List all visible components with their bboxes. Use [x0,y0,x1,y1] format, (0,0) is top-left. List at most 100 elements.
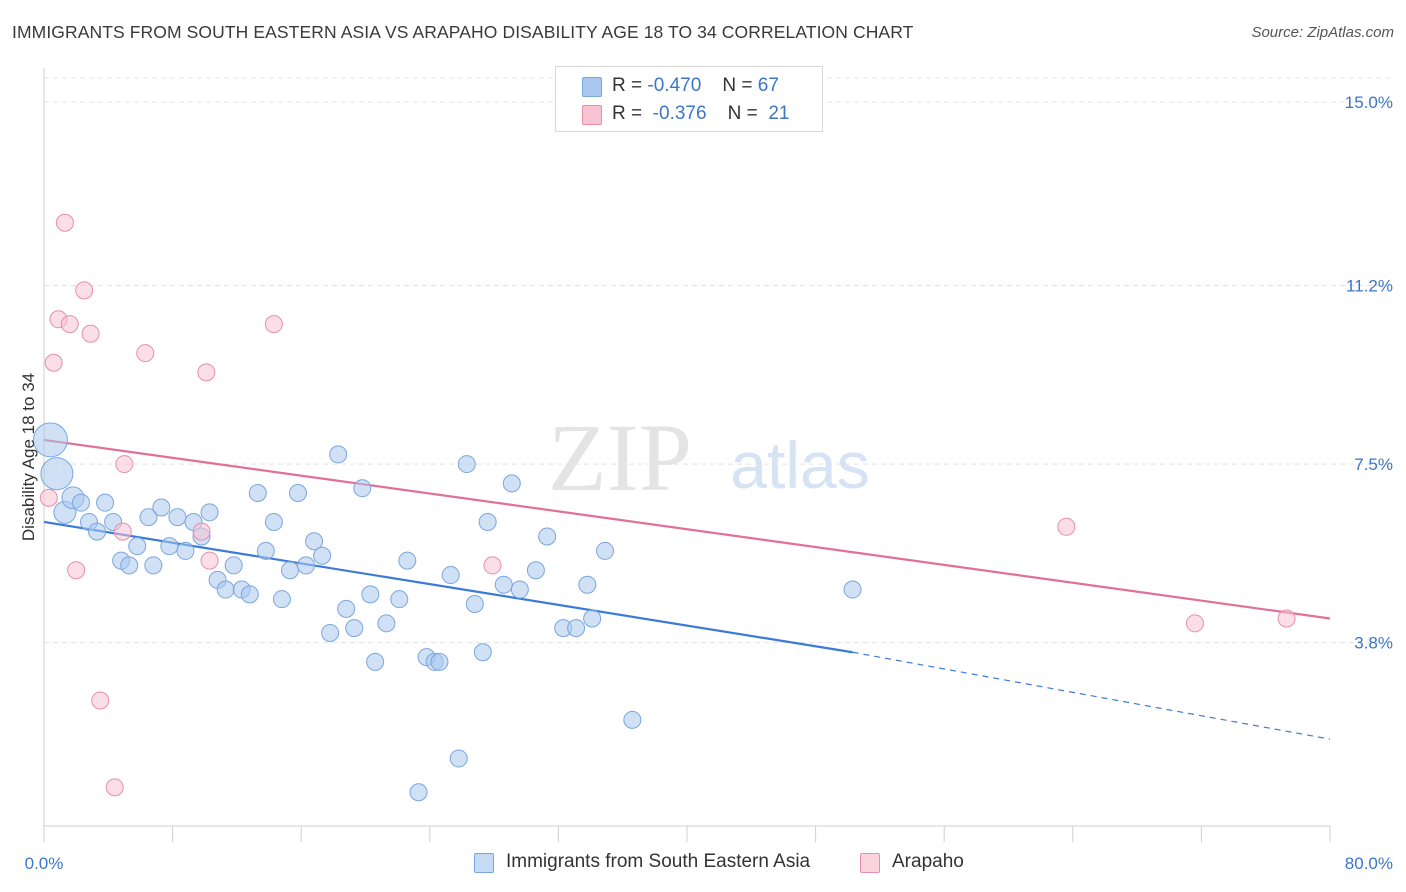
point-arapaho [39,488,58,507]
point-immigrants [366,652,385,671]
y-tick-label: 3.8% [1354,634,1393,653]
point-immigrants [409,783,428,802]
point-arapaho [264,315,283,334]
data-points [32,213,1296,802]
point-arapaho [60,315,79,334]
correlation-legend: R = -0.470 N = 67 R = -0.376 N = 21 [555,66,823,132]
point-immigrants [457,455,476,474]
point-immigrants [345,619,364,638]
gridlines [44,77,1392,644]
point-arapaho [115,455,134,474]
point-immigrants [139,508,158,527]
point-immigrants [168,508,187,527]
point-immigrants [297,556,316,575]
point-immigrants [280,561,299,580]
point-immigrants [473,643,492,662]
legend-r-label: R = [612,103,643,124]
point-immigrants [353,479,372,498]
point-immigrants [510,580,529,599]
point-immigrants [390,590,409,609]
legend-n-value: 21 [768,103,790,124]
point-immigrants [240,585,259,604]
trend-line-arapaho [43,438,1331,620]
x-tick-label: 0.0% [25,854,64,873]
point-arapaho [483,556,502,575]
legend-swatch-blue [582,77,602,97]
point-immigrants [502,474,521,493]
point-arapaho [105,778,124,797]
point-immigrants [152,498,171,517]
point-immigrants [449,749,468,768]
point-immigrants [288,484,307,503]
point-arapaho [75,281,94,300]
legend-label: Immigrants from South Eastern Asia [506,851,811,872]
point-arapaho [1185,614,1204,633]
legend-n-value: 67 [757,75,779,96]
point-immigrants [32,422,68,458]
point-arapaho [1277,609,1296,628]
point-arapaho [55,213,74,232]
point-immigrants [128,537,147,556]
point-immigrants [256,541,275,560]
point-immigrants [494,575,513,594]
point-arapaho [44,353,63,372]
point-immigrants [567,619,586,638]
point-immigrants [430,652,449,671]
point-arapaho [113,522,132,541]
point-immigrants [160,537,179,556]
point-immigrants [224,556,243,575]
trend-line-immigrants-extension [852,651,1331,740]
y-tick-label: 11.2% [1346,277,1393,296]
point-immigrants [321,623,340,642]
watermark-zip: ZIP [548,404,692,511]
point-immigrants [120,556,139,575]
point-immigrants [88,522,107,541]
point-arapaho [81,324,100,343]
point-immigrants [200,503,219,522]
point-immigrants [40,457,74,491]
point-immigrants [216,580,235,599]
legend-r-label: R = [612,75,643,96]
point-immigrants [398,551,417,570]
point-immigrants [329,445,348,464]
legend-n-label: N = [722,75,753,96]
point-immigrants [596,541,615,560]
legend-swatch-pink [582,105,602,125]
chart-title: IMMIGRANTS FROM SOUTH EASTERN ASIA VS AR… [12,22,914,42]
point-immigrants [465,595,484,614]
point-immigrants [578,575,597,594]
point-immigrants [176,541,195,560]
watermark-atlas: atlas [730,428,869,502]
point-arapaho [91,691,110,710]
point-arapaho [197,363,216,382]
legend-n-label: N = [727,103,758,124]
legend-swatch-blue [474,853,494,873]
point-immigrants [264,512,283,531]
point-immigrants [144,556,163,575]
legend-r-value: -0.376 [652,103,707,124]
y-tick-label: 7.5% [1354,455,1393,474]
x-tick-label: 80.0% [1345,854,1393,873]
point-immigrants [361,585,380,604]
point-immigrants [623,710,642,729]
point-immigrants [313,546,332,565]
point-immigrants [583,609,602,628]
point-immigrants [843,580,862,599]
point-arapaho [1057,517,1076,536]
point-immigrants [305,532,324,551]
y-tick-label: 15.0% [1345,93,1393,112]
source-label: Source: ZipAtlas.com [1251,24,1394,41]
point-immigrants [96,493,115,512]
point-arapaho [67,561,86,580]
point-immigrants [478,512,497,531]
tick-labels: 3.8% 7.5% 11.2% 15.0% 0.0% 80.0% [25,93,1393,873]
legend-swatch-pink [860,853,880,873]
point-immigrants [441,566,460,585]
point-immigrants [526,561,545,580]
point-immigrants [248,484,267,503]
trend-lines [43,438,1331,740]
y-axis-label: Disability Age 18 to 34 [19,373,38,541]
point-immigrants [538,527,557,546]
trend-line-immigrants [43,520,853,654]
